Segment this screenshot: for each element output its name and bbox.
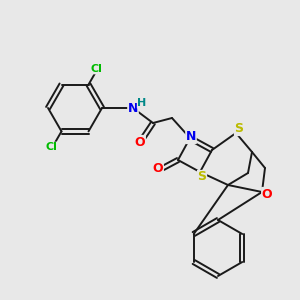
Text: O: O (153, 161, 163, 175)
Text: S: S (197, 170, 206, 184)
Text: O: O (262, 188, 272, 200)
Text: N: N (128, 101, 138, 115)
Text: Cl: Cl (91, 64, 102, 74)
Text: S: S (235, 122, 244, 136)
Text: N: N (186, 130, 196, 143)
Text: Cl: Cl (46, 142, 57, 152)
Text: H: H (137, 98, 147, 108)
Text: O: O (135, 136, 145, 148)
